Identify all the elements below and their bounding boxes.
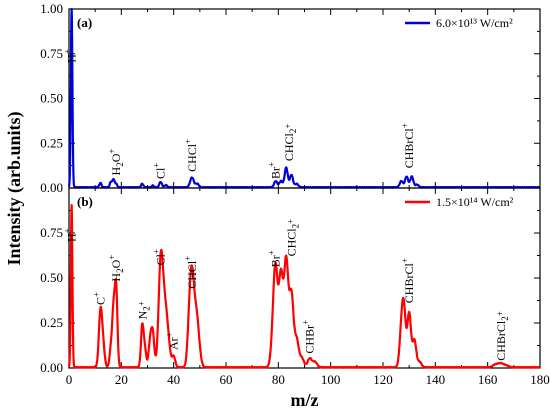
- y-axis-title: Intensity (arb.units): [4, 111, 25, 265]
- panel-label: (b): [77, 194, 93, 209]
- panel-label: (a): [77, 15, 92, 30]
- peak-label: CHBrCl+: [400, 258, 416, 303]
- x-tick-label: 80: [272, 372, 285, 387]
- peak-label: Ar+: [165, 332, 181, 350]
- panel-a: 0.00 0.25 0.50 0.75 1.00 6.0×10¹³ W/cm² (a) H+ H…: [40, 1, 541, 195]
- x-tick-label: 160: [478, 372, 498, 387]
- peak-label: CHBr+: [301, 320, 317, 354]
- y-tick-label: 0.00: [40, 360, 63, 375]
- y-tick-label: 0.50: [40, 91, 63, 106]
- x-tick-label: 20: [115, 372, 128, 387]
- peak-label: CHCl2+: [284, 219, 300, 257]
- peak-label: H+: [63, 49, 79, 63]
- panel-b: 0.00 0.25 0.50 0.75 1.5×10¹⁴ W/cm² (b) H+ C+H2O…: [40, 187, 541, 375]
- series-line-b: [67, 203, 541, 369]
- x-tick-label: 40: [167, 372, 180, 387]
- peak-label: Cl+: [152, 163, 168, 179]
- x-tick-label: 120: [373, 372, 393, 387]
- x-tick-label: 100: [321, 372, 341, 387]
- peak-label: Br+: [267, 162, 283, 179]
- y-tick-label: 0.25: [40, 315, 63, 330]
- y-tick-label: 0.25: [40, 135, 63, 150]
- x-tick-label: 140: [426, 372, 446, 387]
- peak-label: H2O+: [107, 255, 125, 282]
- y-tick-label: 0.00: [40, 180, 63, 195]
- x-axis-title: m/z: [291, 390, 319, 410]
- peak-label: CHCl+: [183, 139, 199, 172]
- x-tick-label: 180: [530, 372, 550, 387]
- x-tick-label: 60: [220, 372, 233, 387]
- peak-label: CHCl+: [183, 256, 199, 289]
- peak-label: H+: [63, 228, 79, 242]
- peak-label: N2+: [135, 301, 151, 319]
- peak-label: C+: [91, 292, 107, 305]
- y-tick-label: 1.00: [40, 1, 63, 16]
- peak-label: Cl+: [152, 249, 168, 265]
- plot-frame: [68, 8, 541, 189]
- peak-label: H2O+: [107, 149, 125, 176]
- y-tick-label: 0.75: [40, 46, 63, 61]
- peak-label: Br+: [267, 250, 283, 267]
- y-tick-label: 0.50: [40, 270, 63, 285]
- y-tick-label: 0.75: [40, 225, 63, 240]
- peak-label: CHCl2+: [282, 124, 298, 162]
- x-tick-label: 0: [66, 372, 73, 387]
- legend-label: 6.0×10¹³ W/cm²: [436, 16, 513, 30]
- series-line-a: [67, 7, 541, 189]
- peak-label: CHBrCl+: [400, 123, 416, 168]
- peak-label: CHBrCl2+: [494, 311, 510, 361]
- legend-label: 1.5×10¹⁴ W/cm²: [436, 195, 514, 209]
